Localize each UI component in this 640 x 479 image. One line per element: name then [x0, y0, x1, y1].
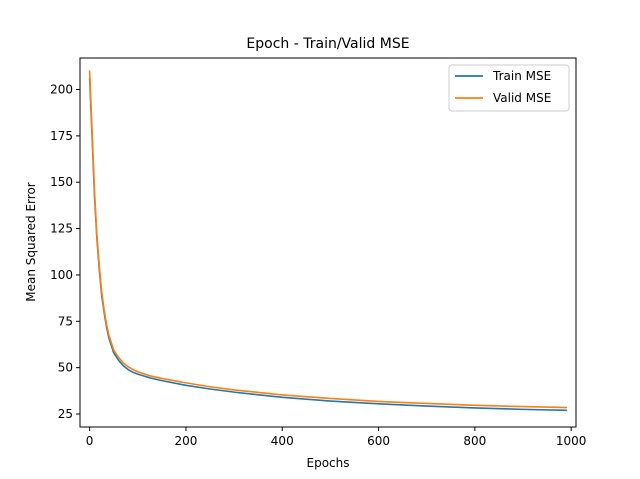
x-tick-label: 800	[463, 434, 486, 448]
chart-title: Epoch - Train/Valid MSE	[246, 36, 409, 52]
y-tick-label: 150	[50, 175, 73, 189]
x-tick-label: 400	[271, 434, 294, 448]
y-tick-label: 100	[50, 268, 73, 282]
y-axis-label: Mean Squared Error	[24, 182, 38, 302]
x-tick-label: 200	[174, 434, 197, 448]
series-layer	[88, 70, 568, 412]
x-tick-label: 0	[86, 434, 94, 448]
y-tick-label: 175	[50, 129, 73, 143]
x-axis: 0 200 400 600 800 1000	[86, 427, 587, 448]
y-axis: 25 50 75 100 125 150 175 200	[50, 83, 80, 421]
plot-frame	[79, 57, 577, 428]
x-axis-label: Epochs	[307, 456, 350, 470]
y-tick-label: 25	[58, 407, 73, 421]
x-tick-label: 1000	[556, 434, 587, 448]
y-tick-label: 200	[50, 83, 73, 97]
series-line-valid	[88, 70, 568, 409]
plot-area	[80, 58, 576, 427]
y-tick-label: 75	[58, 314, 73, 328]
x-tick-label: 600	[367, 434, 390, 448]
y-tick-label: 50	[58, 361, 73, 375]
legend-label-train: Train MSE	[492, 69, 551, 83]
legend-label-valid: Valid MSE	[493, 91, 551, 105]
y-tick-label: 125	[50, 222, 73, 236]
legend: Train MSE Valid MSE	[448, 64, 570, 112]
